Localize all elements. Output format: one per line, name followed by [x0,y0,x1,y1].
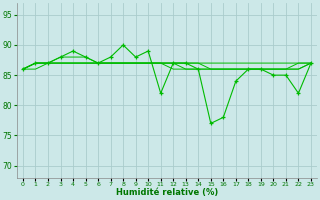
X-axis label: Humidité relative (%): Humidité relative (%) [116,188,218,197]
